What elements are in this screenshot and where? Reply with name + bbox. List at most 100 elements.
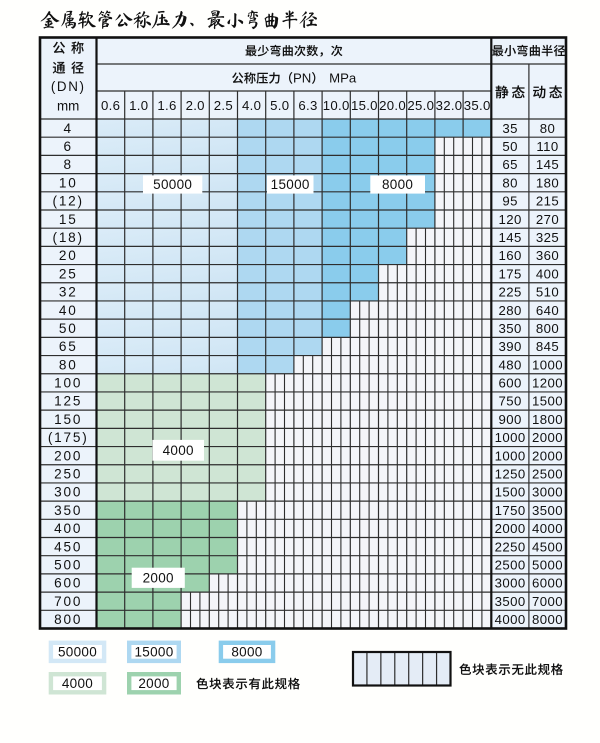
- svg-text:1500: 1500: [495, 485, 526, 500]
- svg-text:1200: 1200: [532, 376, 563, 391]
- svg-text:250: 250: [54, 467, 82, 482]
- svg-text:700: 700: [54, 594, 82, 609]
- svg-text:300: 300: [54, 485, 82, 500]
- svg-text:6: 6: [64, 139, 73, 154]
- svg-text:510: 510: [536, 285, 559, 300]
- svg-text:80: 80: [59, 357, 78, 372]
- svg-text:35: 35: [502, 121, 517, 136]
- svg-text:200: 200: [54, 448, 82, 463]
- svg-text:10.0: 10.0: [323, 98, 350, 113]
- svg-text:4000: 4000: [163, 443, 194, 458]
- svg-text:32: 32: [59, 285, 78, 300]
- svg-text:3000: 3000: [495, 576, 526, 591]
- svg-text:6.3: 6.3: [298, 98, 317, 113]
- svg-text:15000: 15000: [134, 645, 173, 660]
- svg-text:3500: 3500: [532, 503, 563, 518]
- svg-text:2000: 2000: [138, 676, 169, 691]
- svg-text:20: 20: [59, 248, 78, 263]
- svg-text:110: 110: [536, 139, 558, 154]
- svg-text:120: 120: [498, 212, 521, 227]
- svg-text:400: 400: [54, 521, 82, 536]
- svg-text:50000: 50000: [58, 645, 97, 660]
- svg-text:500: 500: [54, 558, 82, 573]
- svg-text:160: 160: [498, 248, 521, 263]
- svg-text:65: 65: [59, 339, 78, 354]
- svg-text:2000: 2000: [532, 448, 563, 463]
- svg-text:15000: 15000: [271, 177, 310, 192]
- svg-text:360: 360: [536, 248, 559, 263]
- svg-text:40: 40: [59, 303, 78, 318]
- svg-text:175: 175: [498, 266, 521, 281]
- svg-text:(175): (175): [48, 430, 89, 445]
- svg-text:4: 4: [64, 121, 73, 136]
- svg-text:8000: 8000: [532, 612, 563, 627]
- svg-text:280: 280: [498, 303, 521, 318]
- svg-text:65: 65: [502, 157, 517, 172]
- svg-text:4000: 4000: [62, 676, 93, 691]
- svg-text:1250: 1250: [495, 467, 526, 482]
- svg-text:(18): (18): [53, 230, 84, 245]
- svg-text:8000: 8000: [382, 177, 413, 192]
- svg-text:145: 145: [498, 230, 521, 245]
- svg-text:95: 95: [502, 194, 517, 209]
- svg-text:2.5: 2.5: [214, 98, 233, 113]
- svg-text:4.0: 4.0: [242, 98, 261, 113]
- svg-text:480: 480: [498, 357, 521, 372]
- svg-text:2000: 2000: [495, 521, 526, 536]
- svg-text:1000: 1000: [532, 357, 563, 372]
- svg-text:25.0: 25.0: [407, 98, 434, 113]
- svg-text:7000: 7000: [532, 594, 563, 609]
- svg-text:5.0: 5.0: [270, 98, 289, 113]
- svg-text:2500: 2500: [532, 467, 563, 482]
- svg-text:15.0: 15.0: [351, 98, 378, 113]
- svg-text:350: 350: [54, 503, 82, 518]
- svg-text:8000: 8000: [231, 645, 262, 660]
- svg-text:6000: 6000: [532, 576, 563, 591]
- svg-text:50: 50: [59, 321, 78, 336]
- svg-text:25: 25: [59, 266, 78, 281]
- svg-text:390: 390: [498, 339, 521, 354]
- svg-text:845: 845: [536, 339, 559, 354]
- svg-text:800: 800: [536, 321, 559, 336]
- svg-text:640: 640: [536, 303, 559, 318]
- svg-text:PN: PN: [293, 71, 311, 86]
- svg-text:3000: 3000: [532, 485, 563, 500]
- svg-text:3500: 3500: [495, 594, 526, 609]
- svg-text:800: 800: [54, 612, 82, 627]
- svg-text:900: 900: [498, 412, 521, 427]
- svg-text:2.0: 2.0: [186, 98, 205, 113]
- svg-text:325: 325: [536, 230, 559, 245]
- svg-text:4500: 4500: [532, 539, 563, 554]
- svg-text:180: 180: [536, 175, 559, 190]
- svg-text:600: 600: [54, 576, 82, 591]
- svg-text:5000: 5000: [532, 558, 563, 573]
- svg-text:1800: 1800: [532, 412, 563, 427]
- svg-text:15: 15: [59, 212, 78, 227]
- svg-text:150: 150: [54, 412, 82, 427]
- svg-text:2000: 2000: [143, 571, 174, 586]
- svg-text:80: 80: [502, 175, 517, 190]
- svg-text:mm: mm: [57, 98, 79, 113]
- svg-text:350: 350: [498, 321, 521, 336]
- svg-text:750: 750: [498, 394, 521, 409]
- svg-text:2000: 2000: [532, 430, 563, 445]
- svg-text:1000: 1000: [495, 430, 526, 445]
- svg-text:450: 450: [54, 539, 82, 554]
- svg-text:2250: 2250: [495, 539, 526, 554]
- svg-text:10: 10: [59, 175, 78, 190]
- svg-text:32.0: 32.0: [436, 98, 463, 113]
- svg-text:0.6: 0.6: [101, 98, 120, 113]
- svg-text:270: 270: [536, 212, 559, 227]
- svg-text:50: 50: [502, 139, 517, 154]
- svg-text:215: 215: [536, 194, 559, 209]
- svg-text:4000: 4000: [532, 521, 563, 536]
- svg-text:600: 600: [498, 376, 521, 391]
- svg-text:(12): (12): [53, 194, 84, 209]
- svg-text:145: 145: [536, 157, 559, 172]
- svg-text:20.0: 20.0: [379, 98, 406, 113]
- svg-text:4000: 4000: [495, 612, 526, 627]
- svg-text:MPa: MPa: [329, 71, 357, 86]
- svg-text:50000: 50000: [153, 177, 192, 192]
- svg-text:(DN): (DN): [51, 79, 86, 94]
- svg-text:400: 400: [536, 266, 559, 281]
